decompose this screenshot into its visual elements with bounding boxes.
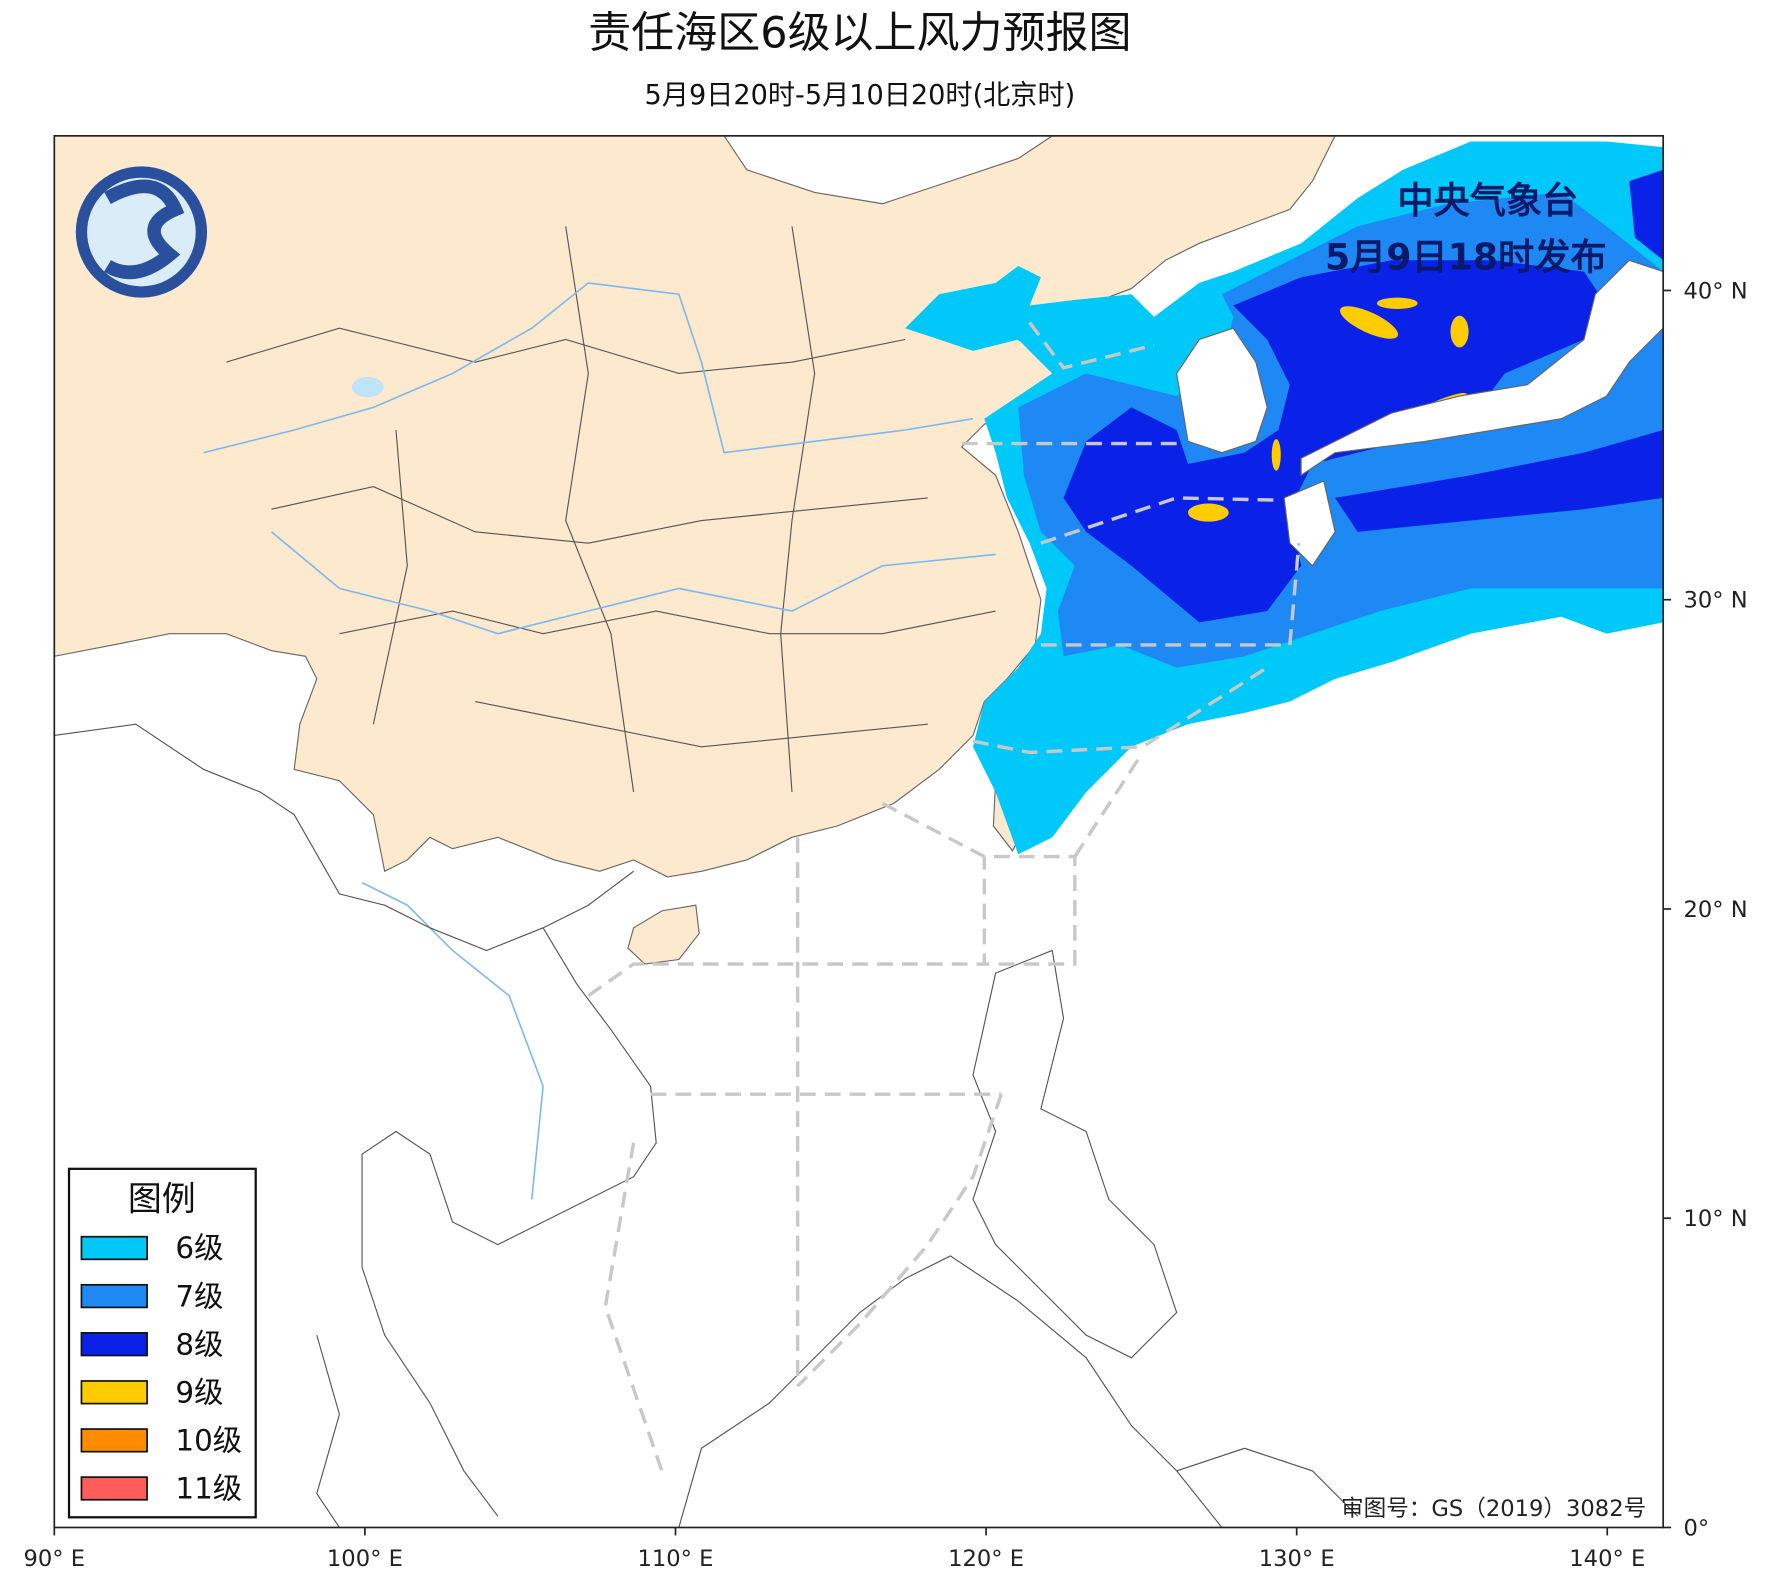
legend: 图例 6级 7级 8级 9级 10级 11级 [67, 1167, 257, 1519]
lat-tick-label: 30° N [1684, 588, 1748, 614]
lat-tick-label: 20° N [1684, 897, 1748, 923]
axes: 90° E 100° E 110° E 120° E 130° E 140° E 0° 10°… [24, 278, 1748, 1572]
legend-swatch [80, 1380, 148, 1405]
neighbor-coasts [54, 723, 1359, 1528]
legend-swatch [80, 1476, 148, 1501]
legend-label: 10级 [175, 1424, 242, 1458]
subtitle: 5月9日20时-5月10日20时(北京时) [645, 80, 1076, 111]
province-borders [226, 226, 996, 793]
legend-title: 图例 [128, 1180, 196, 1220]
japan [1283, 259, 1664, 567]
issuer: 中央气象台 5月9日18时发布 [1325, 179, 1607, 279]
legend-swatch [80, 1428, 148, 1453]
legend-label: 11级 [175, 1472, 242, 1506]
wind-area [1187, 503, 1229, 522]
lat-tick-label: 40° N [1684, 278, 1748, 304]
lon-tick-label: 130° E [1259, 1546, 1335, 1572]
rivers [203, 282, 996, 1200]
lon-tick-label: 90° E [24, 1546, 86, 1572]
sea-zone-boundaries [587, 321, 1301, 1472]
logo [75, 166, 208, 298]
legend-label: 8级 [175, 1327, 223, 1361]
title: 责任海区6级以上风力预报图 [588, 9, 1131, 59]
hainan [627, 904, 700, 965]
legend-swatch [80, 1283, 148, 1309]
wind-area [1629, 169, 1664, 261]
wind-area [1339, 306, 1399, 339]
issuer-line1: 中央气象台 [1397, 179, 1578, 222]
lon-tick-label: 110° E [638, 1546, 714, 1572]
legend-label: 7级 [175, 1279, 223, 1313]
map-frame [53, 134, 1665, 1529]
lat-tick-label: 10° N [1684, 1206, 1748, 1232]
lat-tick-label: 0° [1684, 1515, 1710, 1541]
lon-tick-label: 100° E [327, 1546, 403, 1572]
legend-swatch [80, 1332, 148, 1357]
lake [351, 376, 384, 398]
issuer-line2: 5月9日18时发布 [1325, 235, 1607, 278]
legend-swatch [80, 1235, 148, 1261]
wind-area [1335, 430, 1664, 532]
approval-number: 审图号：GS（2019）3082号 [1341, 1496, 1646, 1522]
lon-tick-label: 140° E [1569, 1546, 1645, 1572]
lon-tick-label: 120° E [948, 1546, 1024, 1572]
wind-area [1376, 297, 1418, 309]
legend-label: 6级 [175, 1231, 223, 1265]
korea [1176, 327, 1268, 454]
wind-area [1450, 315, 1469, 348]
map-body: 中央气象台 5月9日18时发布 审图号：GS（2019）3082号 [54, 135, 1664, 1528]
legend-label: 9级 [175, 1375, 223, 1409]
wind-area [1271, 439, 1281, 471]
china-land [54, 135, 1336, 878]
